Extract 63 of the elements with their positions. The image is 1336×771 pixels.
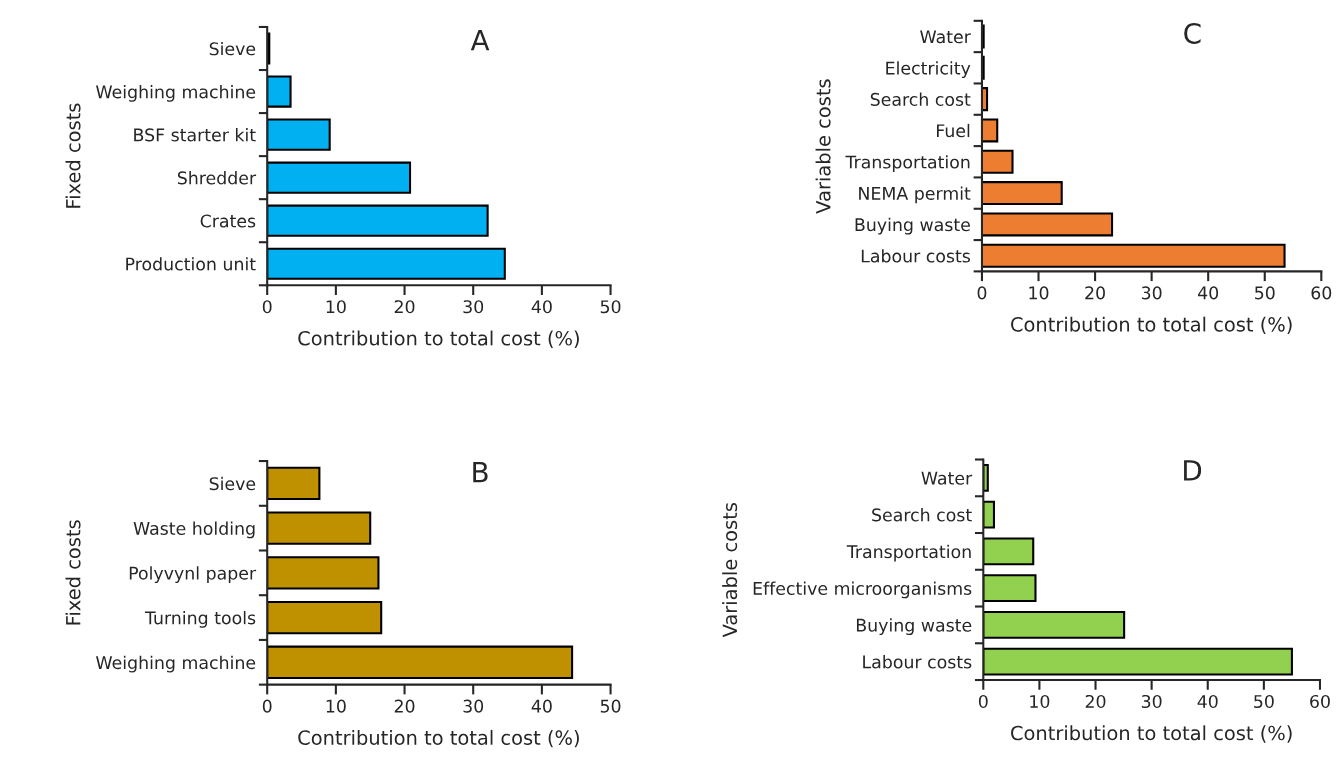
x-tick-label: 20 bbox=[1085, 286, 1105, 300]
x-tick-label: 50 bbox=[600, 300, 621, 314]
x-tick-label: 0 bbox=[262, 300, 272, 314]
x-tick-label: 0 bbox=[262, 699, 272, 713]
y-axis-title: Fixed costs bbox=[65, 520, 81, 625]
x-tick-label: 20 bbox=[394, 300, 415, 314]
y-tick-label: Search cost bbox=[870, 92, 971, 106]
chart-title: A bbox=[470, 29, 490, 51]
y-tick-label: Waste holding bbox=[133, 521, 255, 539]
x-tick-label: 40 bbox=[1197, 286, 1219, 300]
y-tick-label: Water bbox=[920, 30, 971, 44]
y-tick-label: Fuel bbox=[937, 123, 970, 138]
y-tick-label: Weighing machine bbox=[96, 655, 256, 673]
y-tick-label: Polyvynl paper bbox=[129, 566, 257, 584]
x-tick-label: 10 bbox=[1030, 694, 1050, 709]
y-axis-title: Variable costs bbox=[815, 79, 831, 214]
x-axis-title: Contribution to total cost (%) bbox=[1011, 316, 1292, 335]
x-tick-label: 40 bbox=[531, 699, 552, 713]
y-tick-label: Buying waste bbox=[856, 618, 972, 636]
x-tick-label: 50 bbox=[1255, 286, 1275, 300]
y-tick-label: Crates bbox=[200, 214, 256, 228]
y-tick-label: Labour costs bbox=[863, 655, 972, 669]
y-tick-label: Transportation bbox=[845, 155, 970, 172]
chart-title: B bbox=[473, 461, 488, 483]
y-tick-label: Turning tools bbox=[144, 610, 256, 628]
x-axis-title: Contribution to total cost (%) bbox=[298, 330, 579, 348]
x-tick-label: 40 bbox=[1197, 694, 1218, 709]
x-tick-label: 30 bbox=[463, 300, 484, 314]
y-tick-label: Sieve bbox=[209, 41, 256, 56]
x-tick-label: 40 bbox=[531, 300, 552, 314]
y-tick-label: BSF starter kit bbox=[134, 128, 256, 142]
y-tick-label: Production unit bbox=[126, 257, 256, 271]
chart-title: D bbox=[1184, 460, 1202, 481]
y-tick-label: Water bbox=[921, 471, 973, 485]
x-tick-label: 30 bbox=[1141, 694, 1162, 709]
x-axis-title: Contribution to total cost (%) bbox=[298, 729, 579, 748]
y-tick-label: Weighing machine bbox=[96, 84, 256, 102]
y-tick-label: Transportation bbox=[846, 544, 971, 562]
x-tick-label: 60 bbox=[1310, 694, 1330, 709]
y-axis-title: Fixed costs bbox=[65, 103, 81, 208]
x-tick-label: 10 bbox=[326, 300, 346, 314]
y-tick-label: Electricity bbox=[886, 61, 971, 79]
y-tick-label: Sieve bbox=[209, 476, 256, 491]
y-tick-label: Shredder bbox=[177, 171, 257, 185]
x-tick-label: 50 bbox=[600, 699, 621, 713]
chart-title: C bbox=[1184, 22, 1201, 44]
x-tick-label: 30 bbox=[1141, 286, 1162, 300]
x-tick-label: 60 bbox=[1311, 286, 1332, 300]
x-axis-title: Contribution to total cost (%) bbox=[1011, 725, 1292, 743]
x-tick-label: 10 bbox=[326, 699, 346, 713]
y-tick-label: Search cost bbox=[872, 508, 972, 522]
x-tick-label: 10 bbox=[1029, 286, 1049, 300]
y-tick-label: Buying waste bbox=[855, 217, 970, 235]
x-tick-label: 50 bbox=[1254, 694, 1274, 709]
x-tick-label: 30 bbox=[463, 699, 484, 713]
x-tick-label: 20 bbox=[394, 699, 415, 713]
y-tick-label: Effective microorganisms bbox=[753, 581, 972, 599]
x-tick-label: 20 bbox=[1085, 694, 1106, 709]
x-tick-label: 0 bbox=[977, 286, 987, 300]
y-axis-title: Variable costs bbox=[722, 503, 738, 638]
x-tick-label: 0 bbox=[978, 694, 988, 709]
y-tick-label: Labour costs bbox=[861, 249, 970, 263]
y-tick-label: NEMA permit bbox=[859, 186, 971, 204]
